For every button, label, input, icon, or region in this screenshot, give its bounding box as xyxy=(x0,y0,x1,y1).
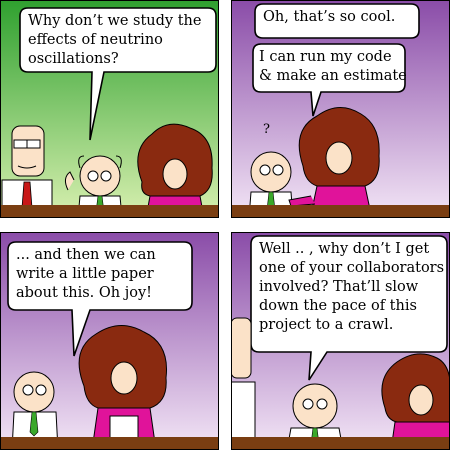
bubble-line: I can run my code xyxy=(259,49,392,65)
table-edge xyxy=(0,437,219,450)
panel-2-artwork xyxy=(231,0,450,218)
speech-bubble-text: ... and then we can write a little paper… xyxy=(16,246,156,303)
panel-4-artwork xyxy=(231,232,450,450)
speech-bubble xyxy=(254,3,420,39)
bubble-line: Oh, that’s so cool. xyxy=(263,9,396,25)
panel-1-artwork xyxy=(0,0,219,218)
speech-bubble-text: I can run my code & make an estimate xyxy=(259,48,407,86)
speech-bubble-text: Oh, that’s so cool. xyxy=(263,8,395,27)
bubble-line: project to a crawl. xyxy=(259,317,394,333)
bubble-line: down the pace of this xyxy=(259,298,417,314)
bubble-line: effects of neutrino xyxy=(28,32,163,48)
bubble-line: oscillations? xyxy=(28,51,119,67)
table-edge xyxy=(231,205,450,218)
comic-panel-4: Well .. , why don’t I get one of your co… xyxy=(231,232,450,450)
woman-character xyxy=(137,123,213,218)
bubble-line: about this. Oh joy! xyxy=(16,285,152,301)
panel-3-artwork xyxy=(0,232,219,450)
table-edge xyxy=(231,437,450,450)
speech-bubble-text: Why don’t we study the effects of neutri… xyxy=(28,12,201,69)
speech-bubble xyxy=(250,235,448,381)
bubble-line: write a little paper xyxy=(16,266,154,282)
bubble-line: & make an estimate xyxy=(259,68,407,84)
bubble-line: Well .. , why don’t I get xyxy=(259,241,430,257)
speech-bubble xyxy=(252,43,406,117)
table-edge xyxy=(0,205,219,218)
comic-panel-3: ... and then we can write a little paper… xyxy=(0,232,219,450)
puzzled-mark: ? xyxy=(263,122,270,137)
bubble-line: ... and then we can xyxy=(16,247,156,263)
woman-character xyxy=(78,325,168,450)
speech-bubble xyxy=(19,7,217,141)
comic-panel-1: Why don’t we study the effects of neutri… xyxy=(0,0,219,218)
engineer-character xyxy=(231,317,256,450)
woman-character xyxy=(288,107,380,215)
comic-panel-2: Oh, that’s so cool. I can run my code & … xyxy=(231,0,450,218)
bubble-line: one of your collaborators xyxy=(259,260,445,276)
speech-bubble xyxy=(7,241,193,357)
bubble-line: involved? That’ll slow xyxy=(259,279,419,295)
speech-bubble-text: Well .. , why don’t I get one of your co… xyxy=(259,240,444,335)
bubble-line: Why don’t we study the xyxy=(28,13,202,29)
